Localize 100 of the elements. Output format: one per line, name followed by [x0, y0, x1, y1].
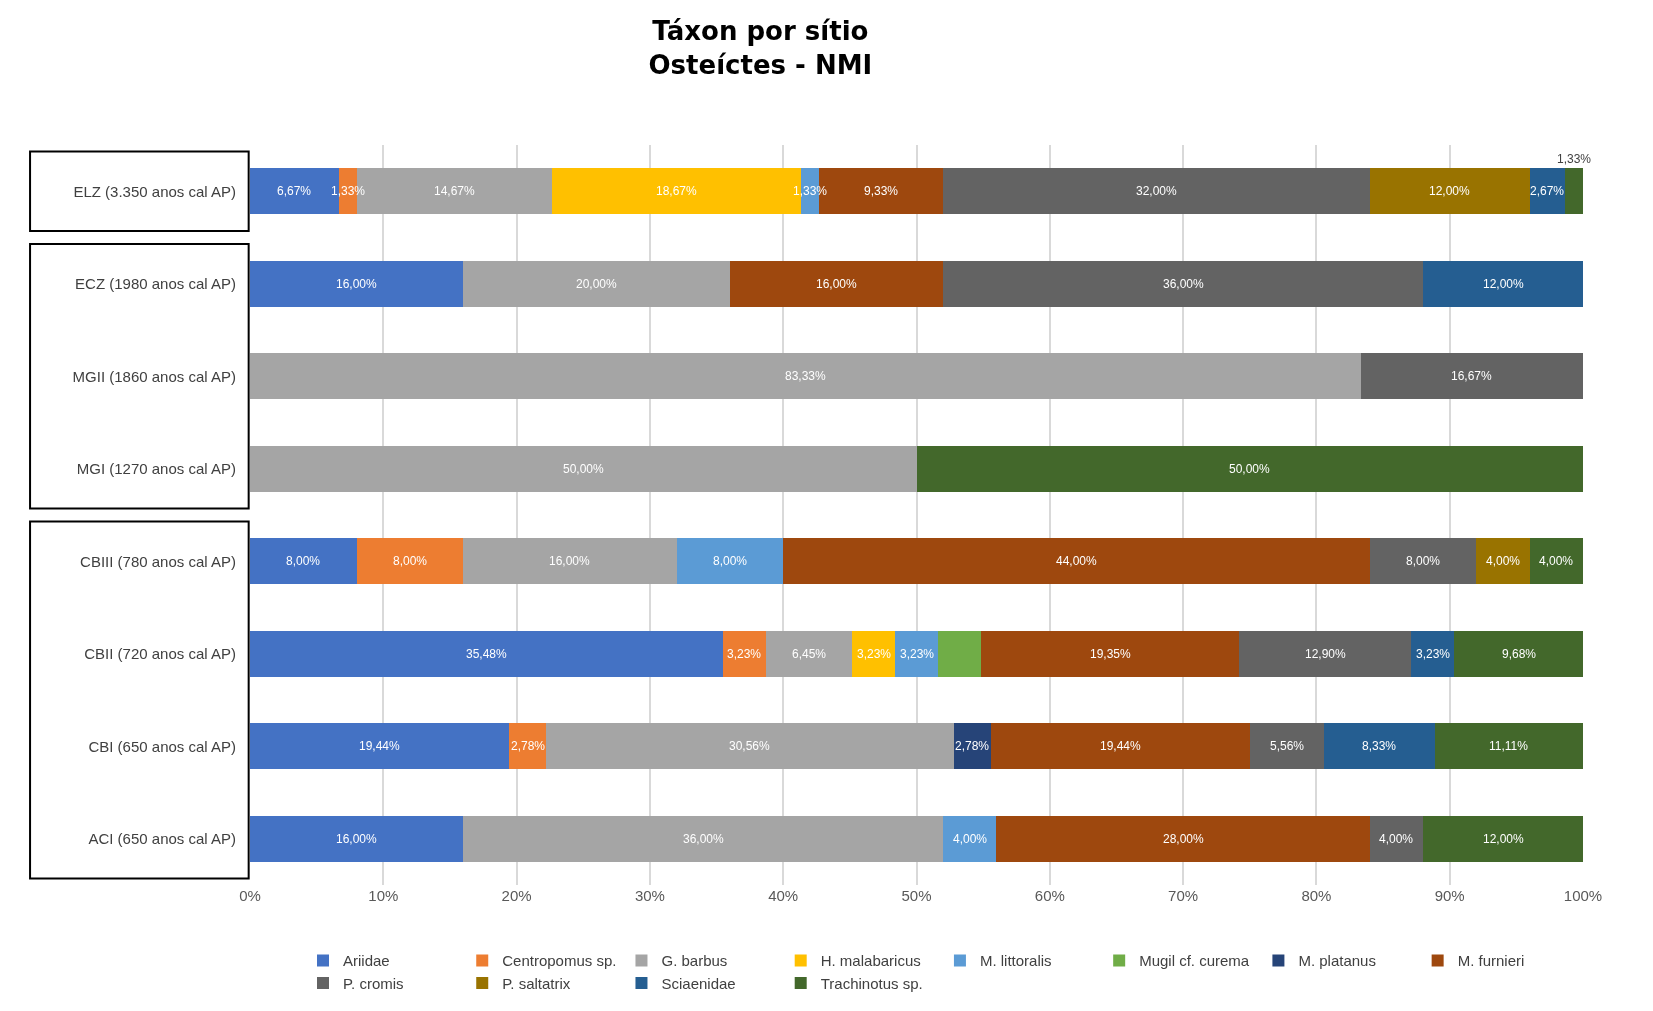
legend-label: Ariidae [343, 952, 390, 970]
bar [981, 630, 1240, 677]
y-tick-label: CBI (650 anos cal AP) [88, 737, 236, 755]
bar [1423, 260, 1583, 307]
bar [1454, 630, 1583, 677]
legend-label: H. malabaricus [820, 952, 921, 970]
bar [250, 353, 1361, 400]
bar [1423, 815, 1583, 862]
data-label: 16,00% [336, 832, 378, 846]
data-label: 35,48% [466, 647, 508, 661]
bar [943, 260, 1424, 307]
y-tick-label: ELZ (3.350 anos cal AP) [73, 182, 236, 200]
y-tick-label: MGI (1270 anos cal AP) [76, 460, 236, 477]
x-tick-label: 90% [1434, 887, 1465, 904]
legend-label: P. saltatrix [502, 974, 571, 992]
bar [463, 815, 944, 862]
bar [996, 815, 1370, 862]
data-label: 16,00% [336, 277, 378, 291]
data-label: 12,00% [1483, 277, 1525, 291]
bar [1434, 723, 1583, 770]
data-label: 19,35% [1090, 647, 1132, 661]
data-label: 8,33% [1362, 739, 1397, 753]
data-label: 1,33% [1557, 152, 1592, 166]
data-label: 12,00% [1483, 832, 1525, 846]
bar [463, 538, 677, 585]
data-label: 6,45% [792, 647, 827, 661]
bar [938, 630, 982, 677]
data-label: 4,00% [1539, 554, 1574, 568]
legend-label: Sciaenidae [661, 974, 736, 992]
data-label: 19,44% [1100, 739, 1142, 753]
data-label: 32,00% [1136, 184, 1178, 198]
x-tick-label: 100% [1563, 887, 1603, 904]
data-label: 36,00% [683, 832, 725, 846]
legend-label: G. barbus [661, 952, 728, 970]
bar [943, 815, 997, 862]
data-label: 19,44% [359, 739, 401, 753]
data-label: 14,67% [434, 184, 476, 198]
data-label: 3,23% [1416, 647, 1451, 661]
data-label: 50,00% [563, 462, 605, 476]
data-label: 11,11% [1489, 739, 1529, 753]
bar [250, 815, 464, 862]
data-label: 9,33% [864, 184, 899, 198]
bar [895, 630, 939, 677]
bar [250, 445, 917, 492]
bar [1249, 723, 1324, 770]
data-label: 16,67% [1451, 369, 1493, 383]
bar [722, 630, 766, 677]
bar [463, 260, 730, 307]
data-label: 28,00% [1163, 832, 1205, 846]
data-label: 12,00% [1429, 184, 1471, 198]
x-tick-label: 70% [1168, 887, 1199, 904]
data-label: 3,23% [900, 647, 935, 661]
bar [250, 260, 464, 307]
bar [1565, 168, 1583, 215]
data-label: 50,00% [1229, 462, 1271, 476]
data-label: 5,56% [1270, 739, 1305, 753]
data-label: 8,00% [713, 554, 748, 568]
bar [1369, 168, 1530, 215]
x-tick-label: 10% [368, 887, 399, 904]
data-label: 16,00% [816, 277, 858, 291]
data-label: 9,68% [1502, 647, 1537, 661]
legend-label: P. cromis [343, 974, 404, 992]
data-label: 18,67% [656, 184, 698, 198]
bar [990, 723, 1250, 770]
bar [250, 723, 510, 770]
bar [851, 630, 896, 677]
legend-label: Centropomus sp. [502, 952, 617, 970]
bar [250, 538, 357, 585]
x-tick-label: 30% [634, 887, 665, 904]
data-label: 4,00% [1486, 554, 1521, 568]
bar [766, 630, 852, 677]
y-tick-label: CBIII (780 anos cal AP) [80, 552, 236, 570]
y-tick-label: CBII (720 anos cal AP) [84, 645, 236, 662]
x-tick-label: 0% [239, 887, 261, 904]
bar [1239, 630, 1412, 677]
data-label: 8,00% [286, 554, 321, 568]
bar [1323, 723, 1435, 770]
data-label: 20,00% [576, 277, 618, 291]
data-label: 16,00% [549, 554, 591, 568]
data-label: 30,56% [729, 739, 771, 753]
data-label: 6,67% [277, 184, 312, 198]
data-label: 12,90% [1305, 647, 1347, 661]
bar [943, 168, 1370, 215]
bar [1529, 538, 1583, 585]
chart-title: Táxon por sítio Osteíctes - NMI [648, 16, 873, 81]
data-label: 8,00% [393, 554, 428, 568]
bar [676, 538, 784, 585]
data-label: 36,00% [1163, 277, 1205, 291]
legend-label: M. littoralis [979, 952, 1052, 970]
y-tick-label: ECZ (1980 anos cal AP) [75, 275, 236, 292]
data-label: 8,00% [1406, 554, 1441, 568]
x-tick-label: 80% [1301, 887, 1332, 904]
bar [250, 630, 723, 677]
legend-label: M. furnieri [1457, 952, 1525, 970]
data-label: 2,78% [955, 739, 990, 753]
data-label: 3,23% [857, 647, 892, 661]
bar [546, 723, 954, 770]
bar [1369, 538, 1477, 585]
y-tick-label: MGII (1860 anos cal AP) [72, 367, 236, 385]
legend-label: Trachinotus sp. [820, 974, 923, 992]
